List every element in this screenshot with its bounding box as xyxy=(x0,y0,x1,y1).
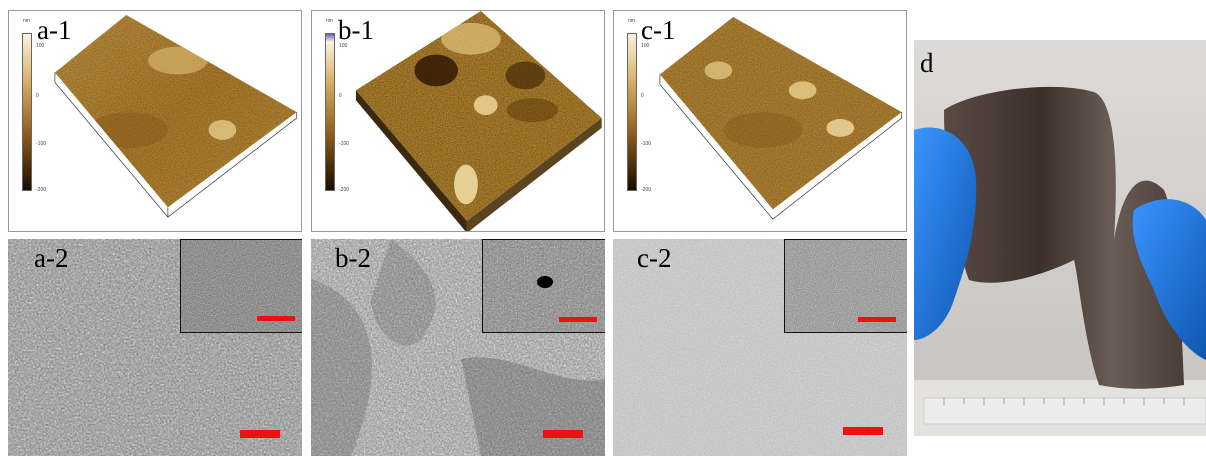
colorbar-b1 xyxy=(325,33,335,191)
scale-bar-b2 xyxy=(543,430,583,438)
afm-3d-surface-a1 xyxy=(54,14,298,218)
flexible-film-photo xyxy=(914,40,1206,436)
panel-label-a1: a-1 xyxy=(37,15,72,45)
panel-label-c2: c-2 xyxy=(637,243,672,273)
sem-inset-a2 xyxy=(180,239,302,333)
panel-label-a2: a-2 xyxy=(34,243,69,273)
colorbar-unit-c1: nm xyxy=(628,18,635,24)
sem-panel-a2: a-2 xyxy=(8,239,302,456)
sem-panel-b2: b-2 xyxy=(311,239,605,456)
colorbar-unit-b1: nm xyxy=(326,18,333,24)
inset-scale-bar-c2 xyxy=(858,317,896,322)
colorbar-a1 xyxy=(22,33,32,191)
panel-label-d: d xyxy=(920,48,934,78)
colorbar-c1 xyxy=(627,33,637,191)
afm-3d-surface-b1 xyxy=(355,11,602,231)
panel-label-b1: b-1 xyxy=(338,15,374,45)
sem-inset-b2 xyxy=(482,239,605,333)
inset-scale-bar-b2 xyxy=(559,317,597,322)
scale-bar-c2 xyxy=(843,427,883,435)
afm-panel-a1: nm 100 0 -100 -200 a-1 xyxy=(8,10,302,232)
colorbar-ticks-c1: 100 0 -100 -200 xyxy=(641,43,652,193)
afm-panel-c1: nm 100 0 -100 -200 c-1 xyxy=(613,10,907,232)
sem-inset-c2 xyxy=(784,239,907,333)
afm-panel-b1: nm 100 0 -100 -200 b-1 xyxy=(311,10,605,232)
afm-3d-surface-c1 xyxy=(659,16,903,220)
panel-label-c1: c-1 xyxy=(641,15,676,45)
colorbar-ticks-a1: 100 0 -100 -200 xyxy=(36,43,47,193)
photo-panel-d: d xyxy=(914,40,1206,436)
sem-panel-c2: c-2 xyxy=(613,239,907,456)
scale-bar-a2 xyxy=(240,430,280,438)
inset-scale-bar-a2 xyxy=(257,316,295,321)
colorbar-unit-a1: nm xyxy=(23,18,30,24)
colorbar-ticks-b1: 100 0 -100 -200 xyxy=(339,43,350,193)
panel-label-b2: b-2 xyxy=(335,243,371,273)
